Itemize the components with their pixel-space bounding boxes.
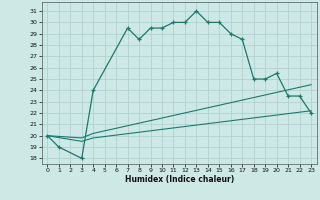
X-axis label: Humidex (Indice chaleur): Humidex (Indice chaleur) [124, 175, 234, 184]
